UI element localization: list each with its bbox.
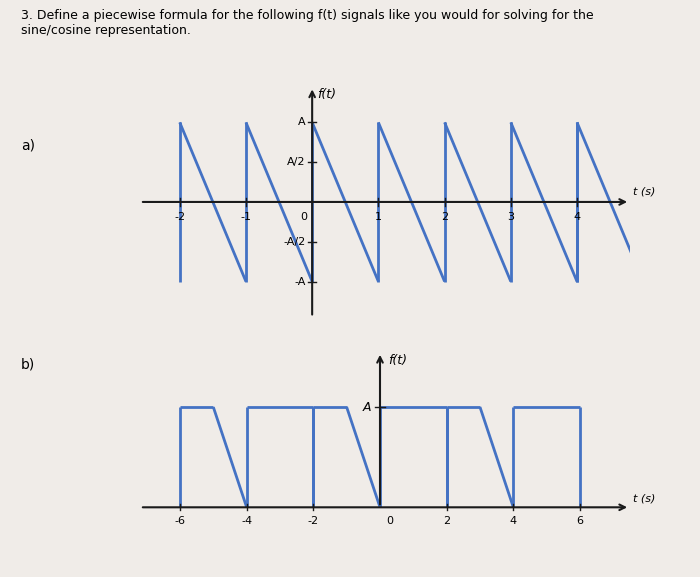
Text: -A: -A [294,276,305,287]
Text: -2: -2 [308,516,319,526]
Text: 4: 4 [573,212,580,222]
Text: -A/2: -A/2 [284,237,305,247]
Text: -2: -2 [174,212,186,222]
Text: -4: -4 [241,516,252,526]
Text: f(t): f(t) [389,354,407,367]
Text: 0: 0 [300,212,307,222]
Text: A: A [298,117,305,128]
Text: 3: 3 [508,212,514,222]
Text: 6: 6 [577,516,584,526]
Text: t (s): t (s) [634,186,656,196]
Text: -1: -1 [240,212,251,222]
Text: A: A [363,400,372,414]
Text: 0: 0 [386,516,393,526]
Text: -6: -6 [174,516,186,526]
Text: 3. Define a piecewise formula for the following f(t) signals like you would for : 3. Define a piecewise formula for the fo… [21,9,594,37]
Text: 2: 2 [443,516,450,526]
Text: 1: 1 [375,212,382,222]
Text: 4: 4 [510,516,517,526]
Text: f(t): f(t) [318,88,337,101]
Text: t (s): t (s) [634,493,656,503]
Text: a): a) [21,138,35,152]
Text: b): b) [21,358,35,372]
Text: 2: 2 [441,212,448,222]
Text: A/2: A/2 [287,157,305,167]
